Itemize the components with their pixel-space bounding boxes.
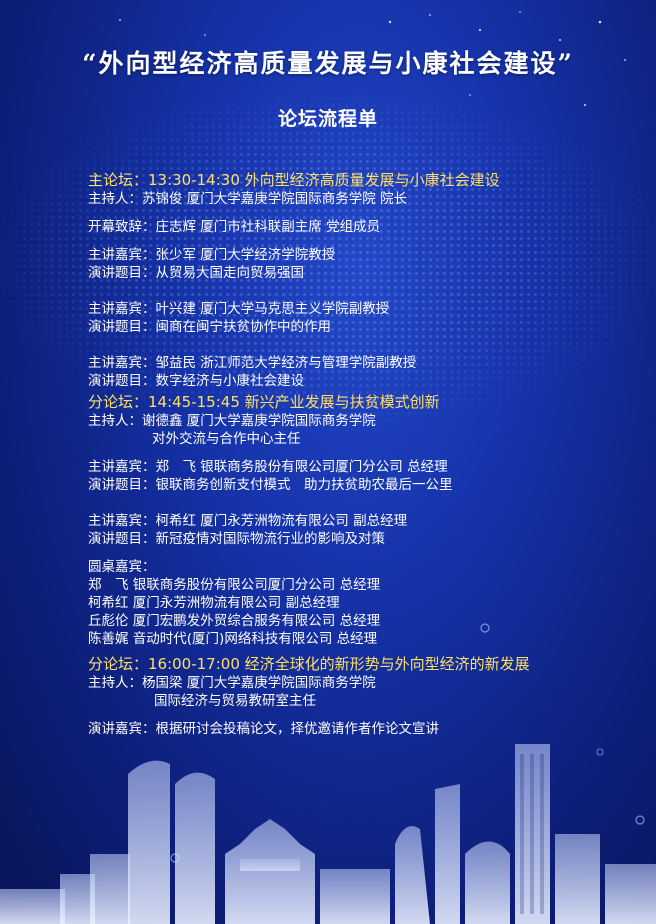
roundtable-guest: 郑 飞 银联商务股份有限公司厦门分公司 总经理 [88, 577, 381, 593]
main-forum-heading: 主论坛：13:30-14:30 外向型经济高质量发展与小康社会建设 [88, 171, 500, 189]
speech-topic: 演讲题目：闽商在闽宁扶贫协作中的作用 [88, 319, 331, 335]
sub2-speakers: 演讲嘉宾：根据研讨会投稿论文，择优邀请作者作论文宣讲 [88, 721, 439, 737]
forum-title: “外向型经济高质量发展与小康社会建设” [82, 49, 574, 78]
city-skyline [0, 744, 656, 924]
main-host: 主持人：苏锦俊 厦门大学嘉庚学院国际商务学院 院长 [88, 191, 408, 207]
speaker: 主讲嘉宾：柯希红 厦门永芳洲物流有限公司 副总经理 [88, 513, 408, 529]
speaker: 主讲嘉宾：邹益民 浙江师范大学经济与管理学院副教授 [88, 355, 417, 371]
sub-forum-2-heading: 分论坛：16:00-17:00 经济全球化的新形势与外向型经济的新发展 [88, 655, 530, 673]
sub1-host: 主持人：谢德鑫 厦门大学嘉庚学院国际商务学院 [88, 413, 376, 429]
sub-forum-1-heading: 分论坛：14:45-15:45 新兴产业发展与扶贫模式创新 [88, 393, 440, 411]
speaker: 主讲嘉宾：郑 飞 银联商务股份有限公司厦门分公司 总经理 [88, 459, 448, 475]
opening-speech: 开幕致辞：庄志辉 厦门市社科联副主席 党组成员 [88, 219, 381, 235]
speech-topic: 演讲题目：银联商务创新支付模式 助力扶贫助农最后一公里 [88, 477, 453, 493]
speech-topic: 演讲题目：数字经济与小康社会建设 [88, 373, 304, 389]
sub2-host: 主持人：杨国梁 厦门大学嘉庚学院国际商务学院 [88, 675, 376, 691]
sub2-host-title: 国际经济与贸易教研室主任 [154, 693, 316, 709]
roundtable-label: 圆桌嘉宾： [88, 559, 156, 575]
roundtable-guest: 丘彪伦 厦门宏鹏发外贸综合服务有限公司 总经理 [88, 613, 381, 629]
sub1-host-title: 对外交流与合作中心主任 [152, 431, 301, 447]
page-subtitle: 论坛流程单 [277, 108, 378, 130]
program-list: 主论坛：13:30-14:30 外向型经济高质量发展与小康社会建设 主持人：苏锦… [88, 170, 648, 738]
speaker: 主讲嘉宾：张少军 厦门大学经济学院教授 [88, 247, 336, 263]
roundtable-guest: 柯希红 厦门永芳洲物流有限公司 副总经理 [88, 595, 340, 611]
speech-topic: 演讲题目：新冠疫情对国际物流行业的影响及对策 [88, 531, 385, 547]
roundtable-guest: 陈善娓 音动时代(厦门)网络科技有限公司 总经理 [88, 631, 378, 647]
world-map-dots [0, 95, 656, 425]
speaker: 主讲嘉宾：叶兴建 厦门大学马克思主义学院副教授 [88, 301, 390, 317]
speech-topic: 演讲题目：从贸易大国走向贸易强国 [88, 265, 304, 281]
